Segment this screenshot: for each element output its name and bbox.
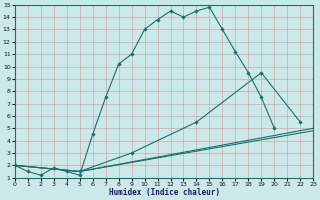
X-axis label: Humidex (Indice chaleur): Humidex (Indice chaleur) (108, 188, 220, 197)
